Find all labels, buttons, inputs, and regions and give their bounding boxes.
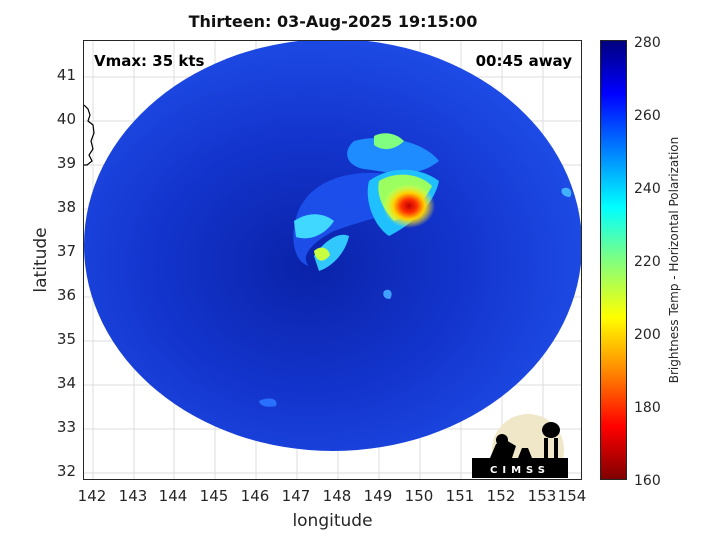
- colorbar-tick: 280: [634, 35, 661, 51]
- x-tick: 144: [158, 487, 188, 505]
- x-tick: 150: [404, 487, 434, 505]
- coastline: [84, 104, 95, 166]
- x-tick: 142: [77, 487, 107, 505]
- colorbar-tick: 220: [634, 254, 661, 270]
- colorbar-tick: 180: [634, 400, 661, 416]
- x-tick: 152: [486, 487, 516, 505]
- x-tick: 149: [363, 487, 393, 505]
- microwave-swath: [84, 41, 581, 479]
- x-tick: 143: [118, 487, 148, 505]
- time-away-label: 00:45 away: [475, 52, 572, 70]
- x-tick: 154: [557, 487, 587, 505]
- x-tick: 147: [281, 487, 311, 505]
- y-tick: 39: [56, 154, 76, 172]
- colorbar-tick: 260: [634, 108, 661, 124]
- x-tick: 151: [445, 487, 475, 505]
- colorbar: [600, 40, 627, 480]
- x-tick: 146: [240, 487, 270, 505]
- y-tick: 33: [56, 418, 76, 436]
- vmax-label: Vmax: 35 kts: [94, 52, 205, 70]
- plot-title: Thirteen: 03-Aug-2025 19:15:00: [188, 12, 478, 31]
- colorbar-tick: 240: [634, 181, 661, 197]
- y-tick: 41: [56, 66, 76, 84]
- y-tick: 36: [56, 286, 76, 304]
- x-tick: 145: [199, 487, 229, 505]
- logo-text: CIMSS: [490, 465, 550, 476]
- x-axis-label: longitude: [292, 511, 373, 531]
- y-tick: 34: [56, 374, 76, 392]
- colorbar-tick: 200: [634, 327, 661, 343]
- y-axis-label: latitude: [31, 227, 51, 293]
- x-tick: 148: [322, 487, 352, 505]
- y-tick: 40: [56, 110, 76, 128]
- y-tick: 32: [56, 462, 76, 480]
- convection-core: [383, 184, 435, 228]
- x-tick: 153: [527, 487, 557, 505]
- y-tick: 35: [56, 330, 76, 348]
- map-plot-area: [83, 40, 582, 480]
- colorbar-label: Brightness Temp - Horizontal Polarizatio…: [667, 136, 681, 384]
- y-tick: 37: [56, 242, 76, 260]
- colorbar-tick: 160: [634, 473, 661, 489]
- cimss-logo: CIMSS: [472, 414, 568, 478]
- y-tick: 38: [56, 198, 76, 216]
